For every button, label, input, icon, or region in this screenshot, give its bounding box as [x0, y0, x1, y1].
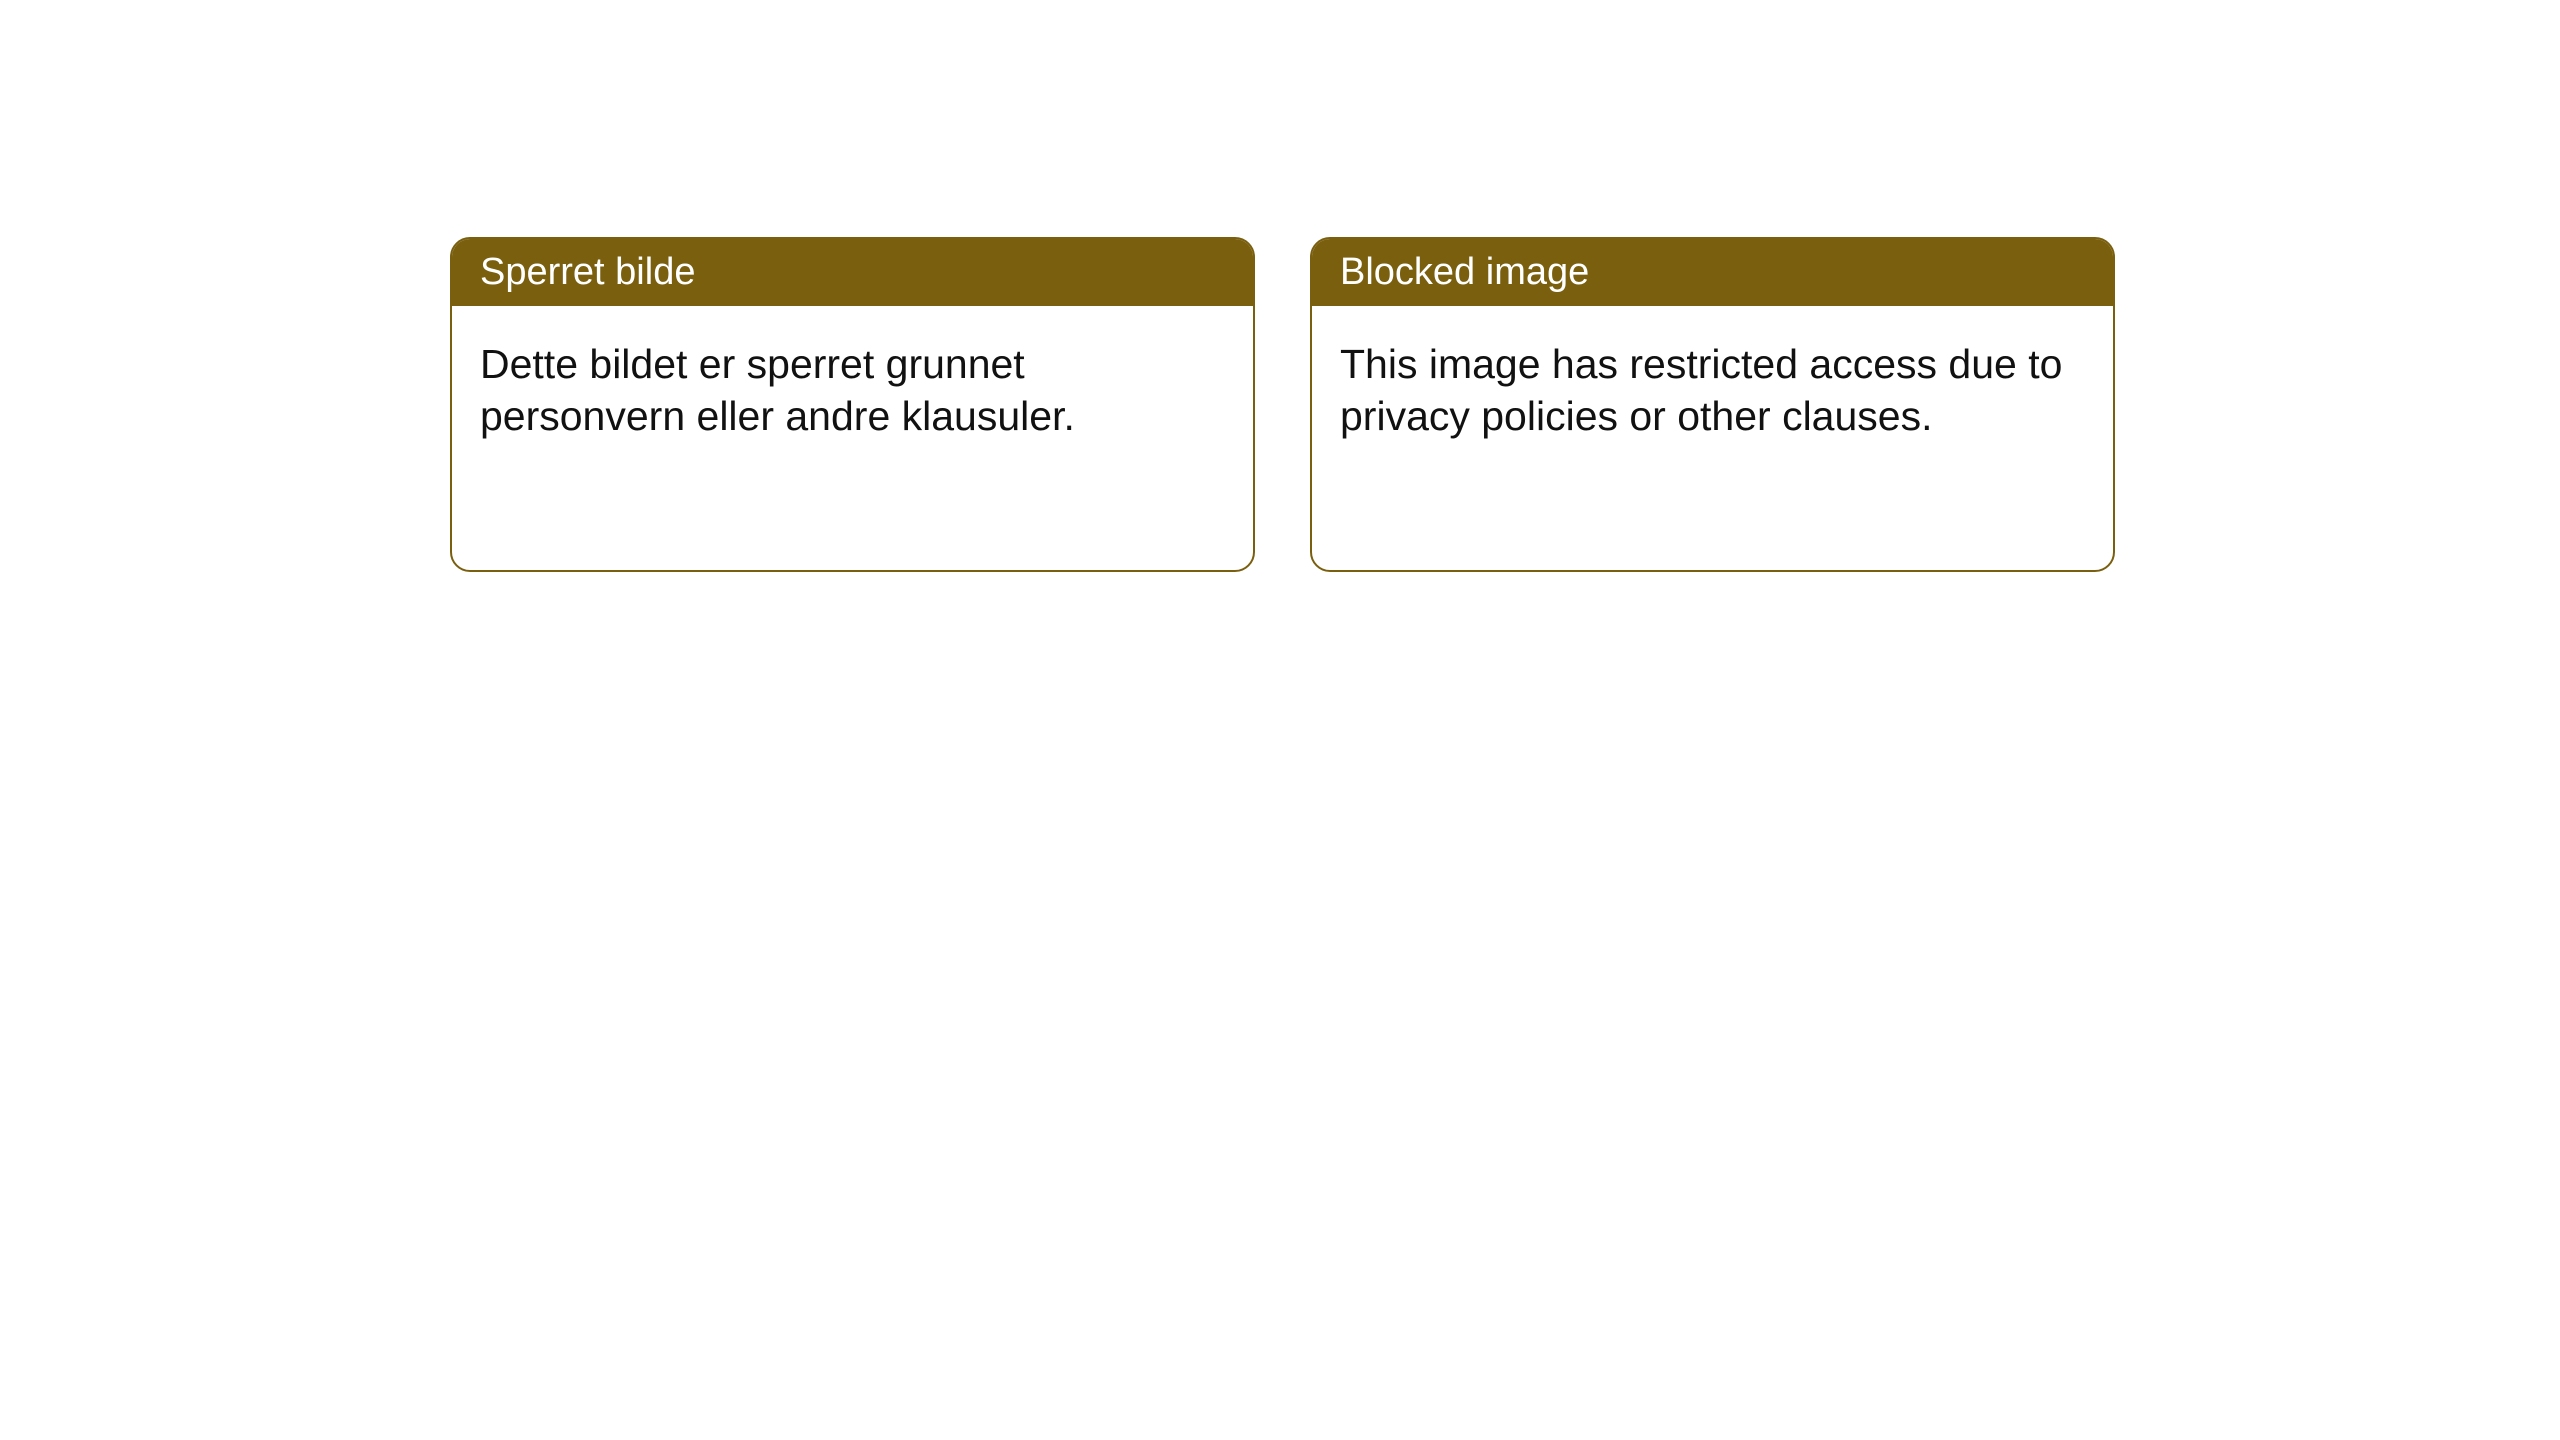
- notice-card-english: Blocked image This image has restricted …: [1310, 237, 2115, 572]
- notice-card-norwegian: Sperret bilde Dette bildet er sperret gr…: [450, 237, 1255, 572]
- card-header: Blocked image: [1312, 239, 2113, 306]
- card-title: Blocked image: [1340, 251, 1589, 293]
- notice-card-row: Sperret bilde Dette bildet er sperret gr…: [450, 237, 2115, 572]
- card-body: This image has restricted access due to …: [1312, 306, 2113, 475]
- card-body-text: This image has restricted access due to …: [1340, 341, 2062, 439]
- card-body-text: Dette bildet er sperret grunnet personve…: [480, 341, 1075, 439]
- card-header: Sperret bilde: [452, 239, 1253, 306]
- card-body: Dette bildet er sperret grunnet personve…: [452, 306, 1253, 475]
- card-title: Sperret bilde: [480, 251, 695, 293]
